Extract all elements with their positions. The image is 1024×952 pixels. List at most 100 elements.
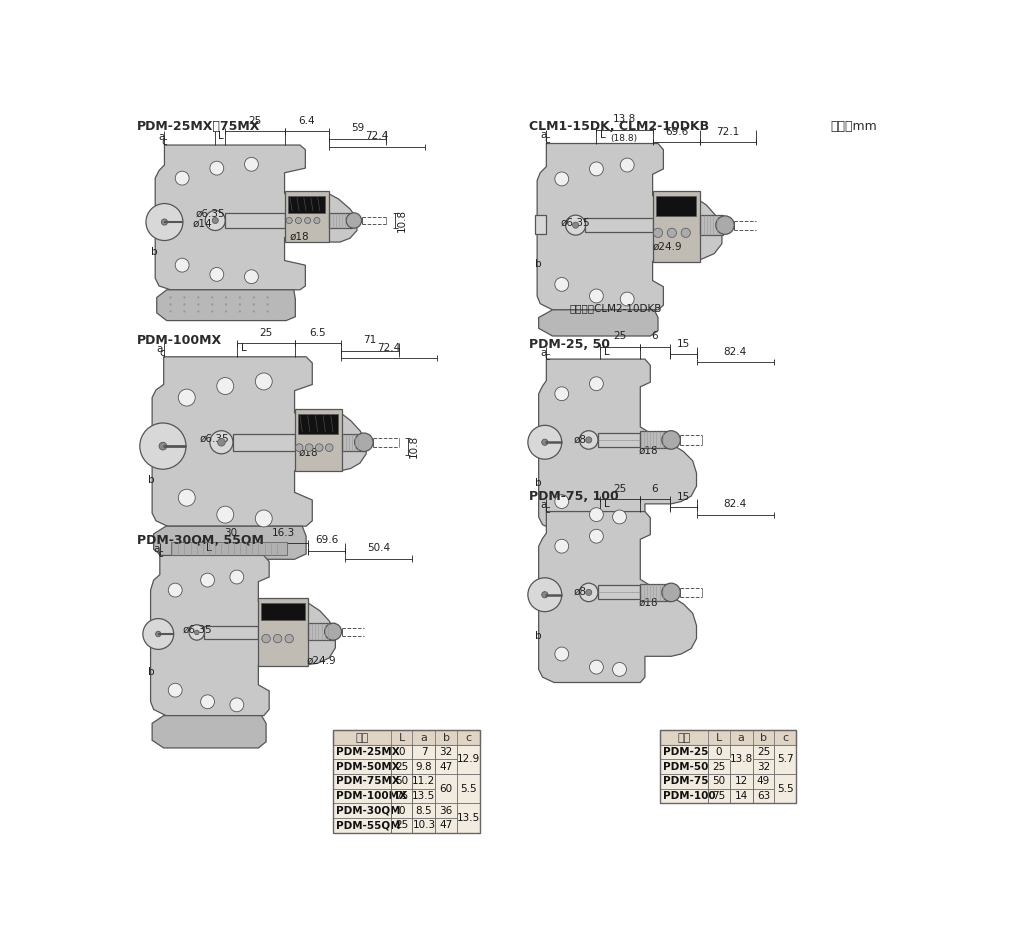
Circle shape xyxy=(198,310,200,312)
Text: ø18: ø18 xyxy=(639,446,658,455)
Bar xyxy=(288,196,325,213)
Circle shape xyxy=(212,217,218,224)
Text: 6.5: 6.5 xyxy=(309,327,326,338)
Text: PDM-100MX: PDM-100MX xyxy=(137,334,222,347)
Circle shape xyxy=(266,310,268,312)
Bar xyxy=(171,542,287,555)
Text: ø6.35: ø6.35 xyxy=(196,208,225,219)
Text: 32: 32 xyxy=(757,762,770,772)
Text: 49: 49 xyxy=(757,777,770,786)
Circle shape xyxy=(586,437,592,443)
Text: PDM-25: PDM-25 xyxy=(664,747,709,757)
Text: 10.3: 10.3 xyxy=(413,821,435,830)
Text: 69.6: 69.6 xyxy=(315,535,338,545)
Circle shape xyxy=(201,695,214,708)
Bar xyxy=(457,803,480,833)
Text: L: L xyxy=(241,343,247,353)
Circle shape xyxy=(201,573,214,587)
Text: 72.4: 72.4 xyxy=(377,343,400,353)
Bar xyxy=(598,585,640,600)
Text: 25: 25 xyxy=(613,331,627,342)
Circle shape xyxy=(230,698,244,712)
Text: PDM-25MX: PDM-25MX xyxy=(336,747,400,757)
Text: PDM-50MX: PDM-50MX xyxy=(336,762,400,772)
Circle shape xyxy=(285,634,294,643)
Text: L: L xyxy=(604,347,610,357)
Text: 30: 30 xyxy=(223,527,237,538)
Circle shape xyxy=(662,584,680,602)
Circle shape xyxy=(211,304,213,306)
Circle shape xyxy=(313,217,319,224)
Circle shape xyxy=(716,216,734,234)
Circle shape xyxy=(304,217,310,224)
Circle shape xyxy=(542,591,548,598)
Circle shape xyxy=(159,443,167,450)
Bar xyxy=(660,744,796,760)
Text: 50: 50 xyxy=(395,777,409,786)
Bar xyxy=(435,774,457,803)
Circle shape xyxy=(572,222,579,228)
Bar xyxy=(598,433,640,446)
Text: L: L xyxy=(604,499,610,509)
Bar xyxy=(233,434,295,450)
Text: L: L xyxy=(600,129,606,140)
Circle shape xyxy=(255,510,272,527)
Circle shape xyxy=(169,304,172,306)
Text: ø24.9: ø24.9 xyxy=(652,242,682,252)
Circle shape xyxy=(295,444,303,451)
Circle shape xyxy=(580,430,598,449)
Circle shape xyxy=(326,444,333,451)
Text: 50: 50 xyxy=(713,777,725,786)
Bar xyxy=(333,803,480,818)
Text: 59: 59 xyxy=(351,124,365,133)
Circle shape xyxy=(262,634,270,643)
Circle shape xyxy=(245,157,258,171)
Text: ø6.35: ø6.35 xyxy=(200,434,229,444)
Circle shape xyxy=(205,210,225,230)
Text: b: b xyxy=(535,479,542,488)
Text: 7: 7 xyxy=(421,747,427,757)
Circle shape xyxy=(175,171,189,185)
Bar xyxy=(660,730,796,803)
Text: （）内はCLM2-10DKB: （）内はCLM2-10DKB xyxy=(569,304,662,313)
Circle shape xyxy=(590,660,603,674)
Circle shape xyxy=(681,228,690,237)
Circle shape xyxy=(198,296,200,299)
Circle shape xyxy=(189,625,205,640)
Circle shape xyxy=(295,217,301,224)
Circle shape xyxy=(253,310,255,312)
Text: PDM-25, 50: PDM-25, 50 xyxy=(529,338,610,350)
Text: a: a xyxy=(421,732,427,743)
Circle shape xyxy=(178,389,196,407)
Circle shape xyxy=(198,304,200,306)
Text: 36: 36 xyxy=(439,805,453,816)
Text: 82.4: 82.4 xyxy=(723,347,746,357)
Bar xyxy=(640,431,670,448)
Bar xyxy=(700,215,724,235)
Bar xyxy=(660,730,796,803)
Text: PDM-55QM: PDM-55QM xyxy=(336,821,400,830)
Text: 5.5: 5.5 xyxy=(460,783,477,794)
Text: 25: 25 xyxy=(713,762,725,772)
Circle shape xyxy=(653,228,663,237)
Text: PDM-100: PDM-100 xyxy=(664,791,716,801)
Text: 60: 60 xyxy=(439,791,453,801)
Text: 8.5: 8.5 xyxy=(416,805,432,816)
Circle shape xyxy=(590,162,603,176)
Text: PDM-30QM, 55QM: PDM-30QM, 55QM xyxy=(137,534,263,546)
Circle shape xyxy=(210,430,233,454)
Text: b: b xyxy=(760,732,767,743)
Bar xyxy=(333,760,480,774)
Circle shape xyxy=(217,506,233,523)
Text: PDM-100MX: PDM-100MX xyxy=(336,791,408,801)
Text: 14: 14 xyxy=(734,791,748,801)
Bar xyxy=(224,213,285,228)
Text: 5.5: 5.5 xyxy=(460,791,477,801)
Bar xyxy=(730,744,753,774)
Bar xyxy=(655,196,695,216)
Text: 12.9: 12.9 xyxy=(457,762,480,772)
Text: 12: 12 xyxy=(734,777,748,786)
Circle shape xyxy=(211,310,213,312)
Circle shape xyxy=(273,634,282,643)
Bar xyxy=(308,624,336,640)
